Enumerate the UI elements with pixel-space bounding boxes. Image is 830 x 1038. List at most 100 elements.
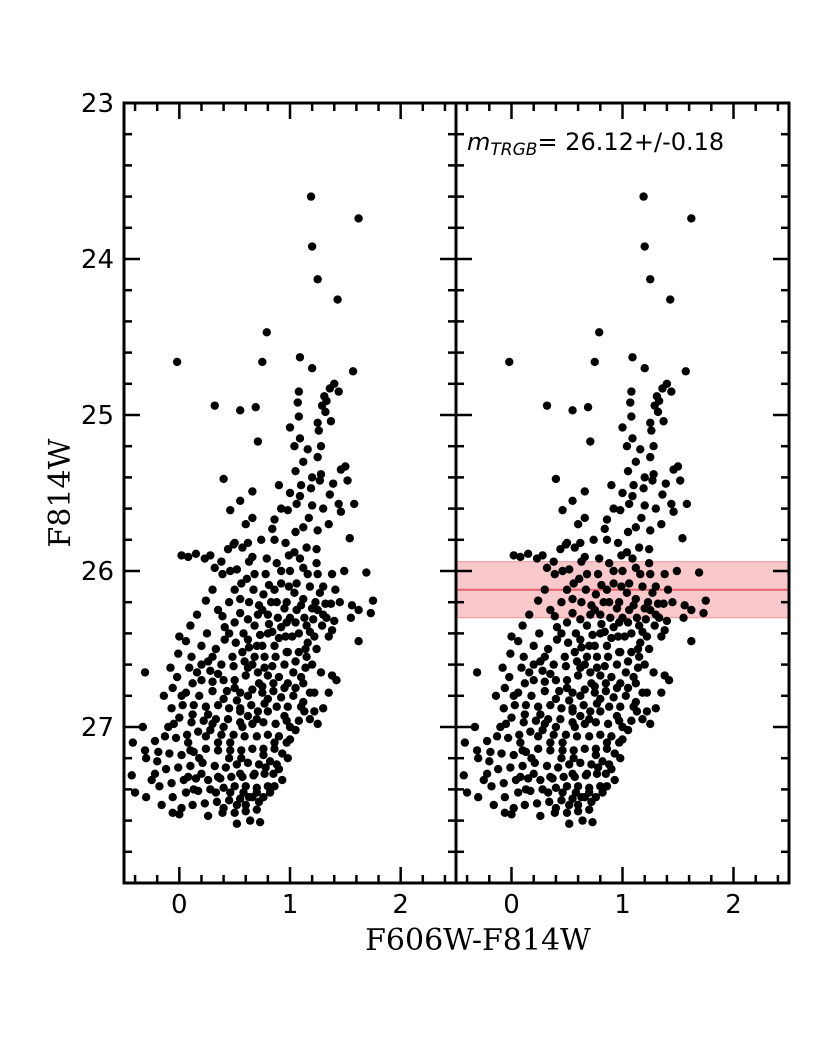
data-point [646, 605, 655, 615]
data-point [573, 800, 583, 810]
data-point [482, 736, 492, 746]
data-point [321, 599, 330, 608]
data-point [559, 772, 568, 782]
data-point [252, 732, 261, 741]
data-point [174, 649, 183, 658]
data-point [519, 718, 528, 727]
data-point [487, 782, 496, 791]
data-point [242, 574, 252, 583]
data-point [236, 707, 245, 716]
data-point [609, 693, 618, 702]
data-point [594, 328, 604, 337]
data-point [315, 476, 325, 485]
data-point [187, 718, 196, 727]
data-point [208, 677, 217, 686]
data-point [230, 585, 239, 594]
data-point [600, 661, 609, 671]
data-point [596, 707, 605, 716]
data-point [261, 763, 270, 772]
data-point [518, 746, 527, 755]
x-tick-label: 0 [503, 890, 520, 920]
data-point [618, 613, 627, 622]
data-point [641, 615, 651, 624]
data-point [636, 569, 645, 579]
data-point [510, 700, 520, 710]
data-point [529, 641, 538, 651]
data-point [193, 727, 203, 736]
data-point [290, 548, 299, 557]
data-point [561, 661, 571, 671]
data-point [489, 800, 498, 810]
data-point [312, 544, 321, 554]
data-point [520, 800, 530, 810]
data-point [687, 637, 696, 646]
data-point [229, 661, 238, 671]
data-point [231, 638, 240, 647]
data-point [213, 605, 223, 615]
data-point [321, 407, 330, 417]
data-point [500, 683, 510, 693]
data-point [599, 598, 608, 607]
data-point [578, 816, 587, 825]
data-point [659, 417, 668, 426]
data-point [651, 582, 660, 591]
data-point [519, 652, 528, 661]
data-point [568, 769, 577, 778]
data-point [325, 490, 335, 499]
data-point [189, 700, 198, 710]
data-point [497, 749, 506, 758]
data-point [259, 718, 268, 727]
data-point [622, 442, 632, 451]
data-point [646, 569, 655, 579]
data-point [282, 598, 291, 607]
data-point [642, 632, 652, 641]
data-point [232, 565, 242, 574]
data-point [546, 772, 555, 782]
data-point [565, 565, 574, 574]
data-point [253, 707, 263, 716]
data-point [627, 629, 636, 638]
data-point [570, 647, 579, 657]
data-point [307, 364, 317, 373]
data-point [631, 697, 641, 707]
data-point [259, 750, 268, 760]
data-point [527, 691, 536, 700]
data-point [183, 738, 193, 747]
data-point [272, 702, 281, 711]
data-point [644, 644, 654, 654]
data-point [580, 744, 589, 754]
data-point [568, 406, 577, 415]
data-point [562, 683, 572, 693]
data-point [505, 672, 514, 682]
data-point [312, 559, 321, 568]
data-point [294, 629, 304, 638]
data-point [669, 507, 678, 516]
data-point [586, 707, 595, 716]
data-point [592, 663, 602, 672]
data-point [270, 585, 279, 594]
x-tick-label: 2 [725, 890, 742, 920]
data-point [265, 757, 275, 766]
data-point [230, 676, 239, 685]
data-point [523, 549, 533, 559]
data-point [281, 632, 290, 641]
data-point [304, 513, 314, 523]
data-point [182, 730, 192, 739]
data-point [349, 499, 359, 509]
data-point [493, 764, 503, 774]
data-point [303, 445, 312, 454]
data-point [255, 630, 265, 640]
data-point [313, 719, 322, 729]
data-point [609, 622, 618, 632]
data-point [300, 707, 309, 716]
data-point [516, 552, 525, 562]
data-point [174, 763, 183, 772]
data-point [624, 579, 634, 588]
data-point [327, 626, 337, 635]
data-point [573, 520, 583, 529]
data-point [200, 799, 209, 808]
trgb-annotation: mTRGB= 26.12+/-0.18 [467, 128, 724, 160]
data-point [302, 543, 311, 552]
data-point [482, 769, 492, 778]
data-point [617, 582, 626, 591]
